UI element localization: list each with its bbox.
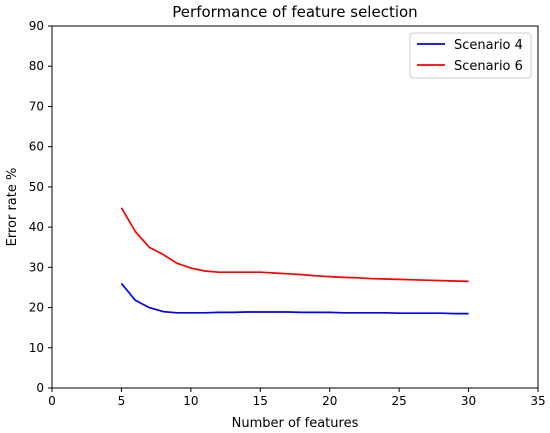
x-tick-label: 10	[183, 394, 198, 408]
legend-label: Scenario 4	[454, 38, 523, 53]
series-group	[120, 207, 469, 315]
plot-area	[51, 25, 539, 389]
x-tick-label: 15	[253, 394, 268, 408]
y-tick-label: 10	[29, 341, 44, 355]
y-tick-label: 70	[29, 99, 44, 113]
plot-frame	[51, 25, 539, 389]
x-tick-label: 0	[48, 394, 56, 408]
y-tick-label: 50	[29, 180, 44, 194]
series-line-1	[120, 282, 469, 315]
x-tick-label: 5	[118, 394, 126, 408]
y-tick-label: 80	[29, 59, 44, 73]
legend: Scenario 4 Scenario 6	[409, 32, 532, 79]
y-tick-label: 90	[29, 19, 44, 33]
y-tick-label: 30	[29, 260, 44, 274]
y-tick-label: 60	[29, 140, 44, 154]
x-tick-label: 25	[392, 394, 407, 408]
y-axis: 0 10 20 30 40 50 60 70 80 90	[29, 19, 52, 395]
x-tick-label: 30	[461, 394, 476, 408]
y-tick-label: 20	[29, 301, 44, 315]
y-axis-label: Error rate %	[5, 168, 20, 247]
x-axis: 0 5 10 15 20 25 30 35	[48, 388, 546, 408]
x-axis-label: Number of features	[232, 416, 359, 431]
y-tick-label: 40	[29, 220, 44, 234]
legend-label: Scenario 6	[454, 59, 523, 74]
chart-title: Performance of feature selection	[172, 3, 417, 21]
y-tick-label: 0	[36, 381, 44, 395]
series-line-2	[120, 207, 469, 283]
x-tick-label: 35	[530, 394, 545, 408]
x-tick-label: 20	[322, 394, 337, 408]
